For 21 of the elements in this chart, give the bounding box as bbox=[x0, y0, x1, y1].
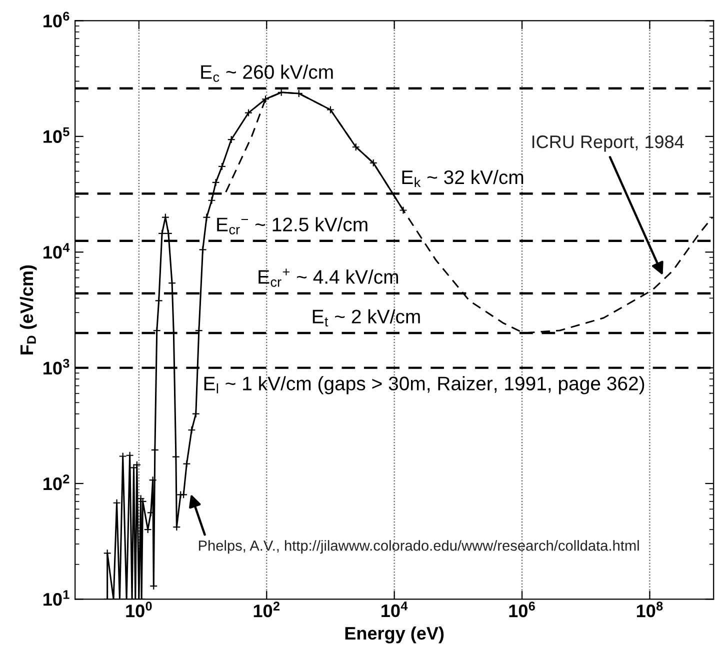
ref-line-label: E$_{c}$ ~ 260 kV/cm bbox=[201, 64, 333, 82]
y-tick-label: 10$^{2}$ bbox=[44, 474, 70, 490]
y-axis-title: F$_{D}$ (eV/cm) bbox=[20, 265, 37, 354]
ref-line-label: E$_{cr}$$^{−}$ ~ 12.5 kV/cm bbox=[217, 217, 368, 234]
y-tick-label: 10$^{3}$ bbox=[44, 358, 70, 374]
annotation: Phelps, A.V., http://jilawww.colorado.edu/www/research/colldata.html bbox=[198, 540, 639, 554]
ref-line-label: E$_{cr}$$^{+}$ ~ 4.4 kV/cm bbox=[258, 268, 398, 287]
y-tick-label: 10$^{5}$ bbox=[44, 127, 70, 143]
x-tick-label: 10$^{2}$ bbox=[254, 602, 280, 618]
y-tick-label: 10$^{4}$ bbox=[44, 243, 70, 259]
x-tick-label: 10$^{4}$ bbox=[382, 602, 408, 618]
y-tick-label: 10$^{1}$ bbox=[44, 590, 70, 606]
ref-line-label: E$_{t}$ ~ 2 kV/cm bbox=[312, 309, 420, 326]
y-tick-label: 10$^{6}$ bbox=[44, 12, 70, 28]
ref-line-label: E$_{l}$ ~ 1 kV/cm (gaps > 30m, Raizer, 1991, page 362) bbox=[204, 376, 644, 394]
x-tick-label: 10$^{6}$ bbox=[509, 602, 535, 618]
ref-line-label: E$_{k}$ ~ 32 kV/cm bbox=[402, 170, 524, 188]
annotation: ICRU Report, 1984 bbox=[532, 135, 684, 152]
x-tick-label: 10$^{0}$ bbox=[126, 602, 152, 618]
x-tick-label: 10$^{8}$ bbox=[636, 602, 663, 618]
x-axis-title: Energy (eV) bbox=[345, 626, 444, 644]
